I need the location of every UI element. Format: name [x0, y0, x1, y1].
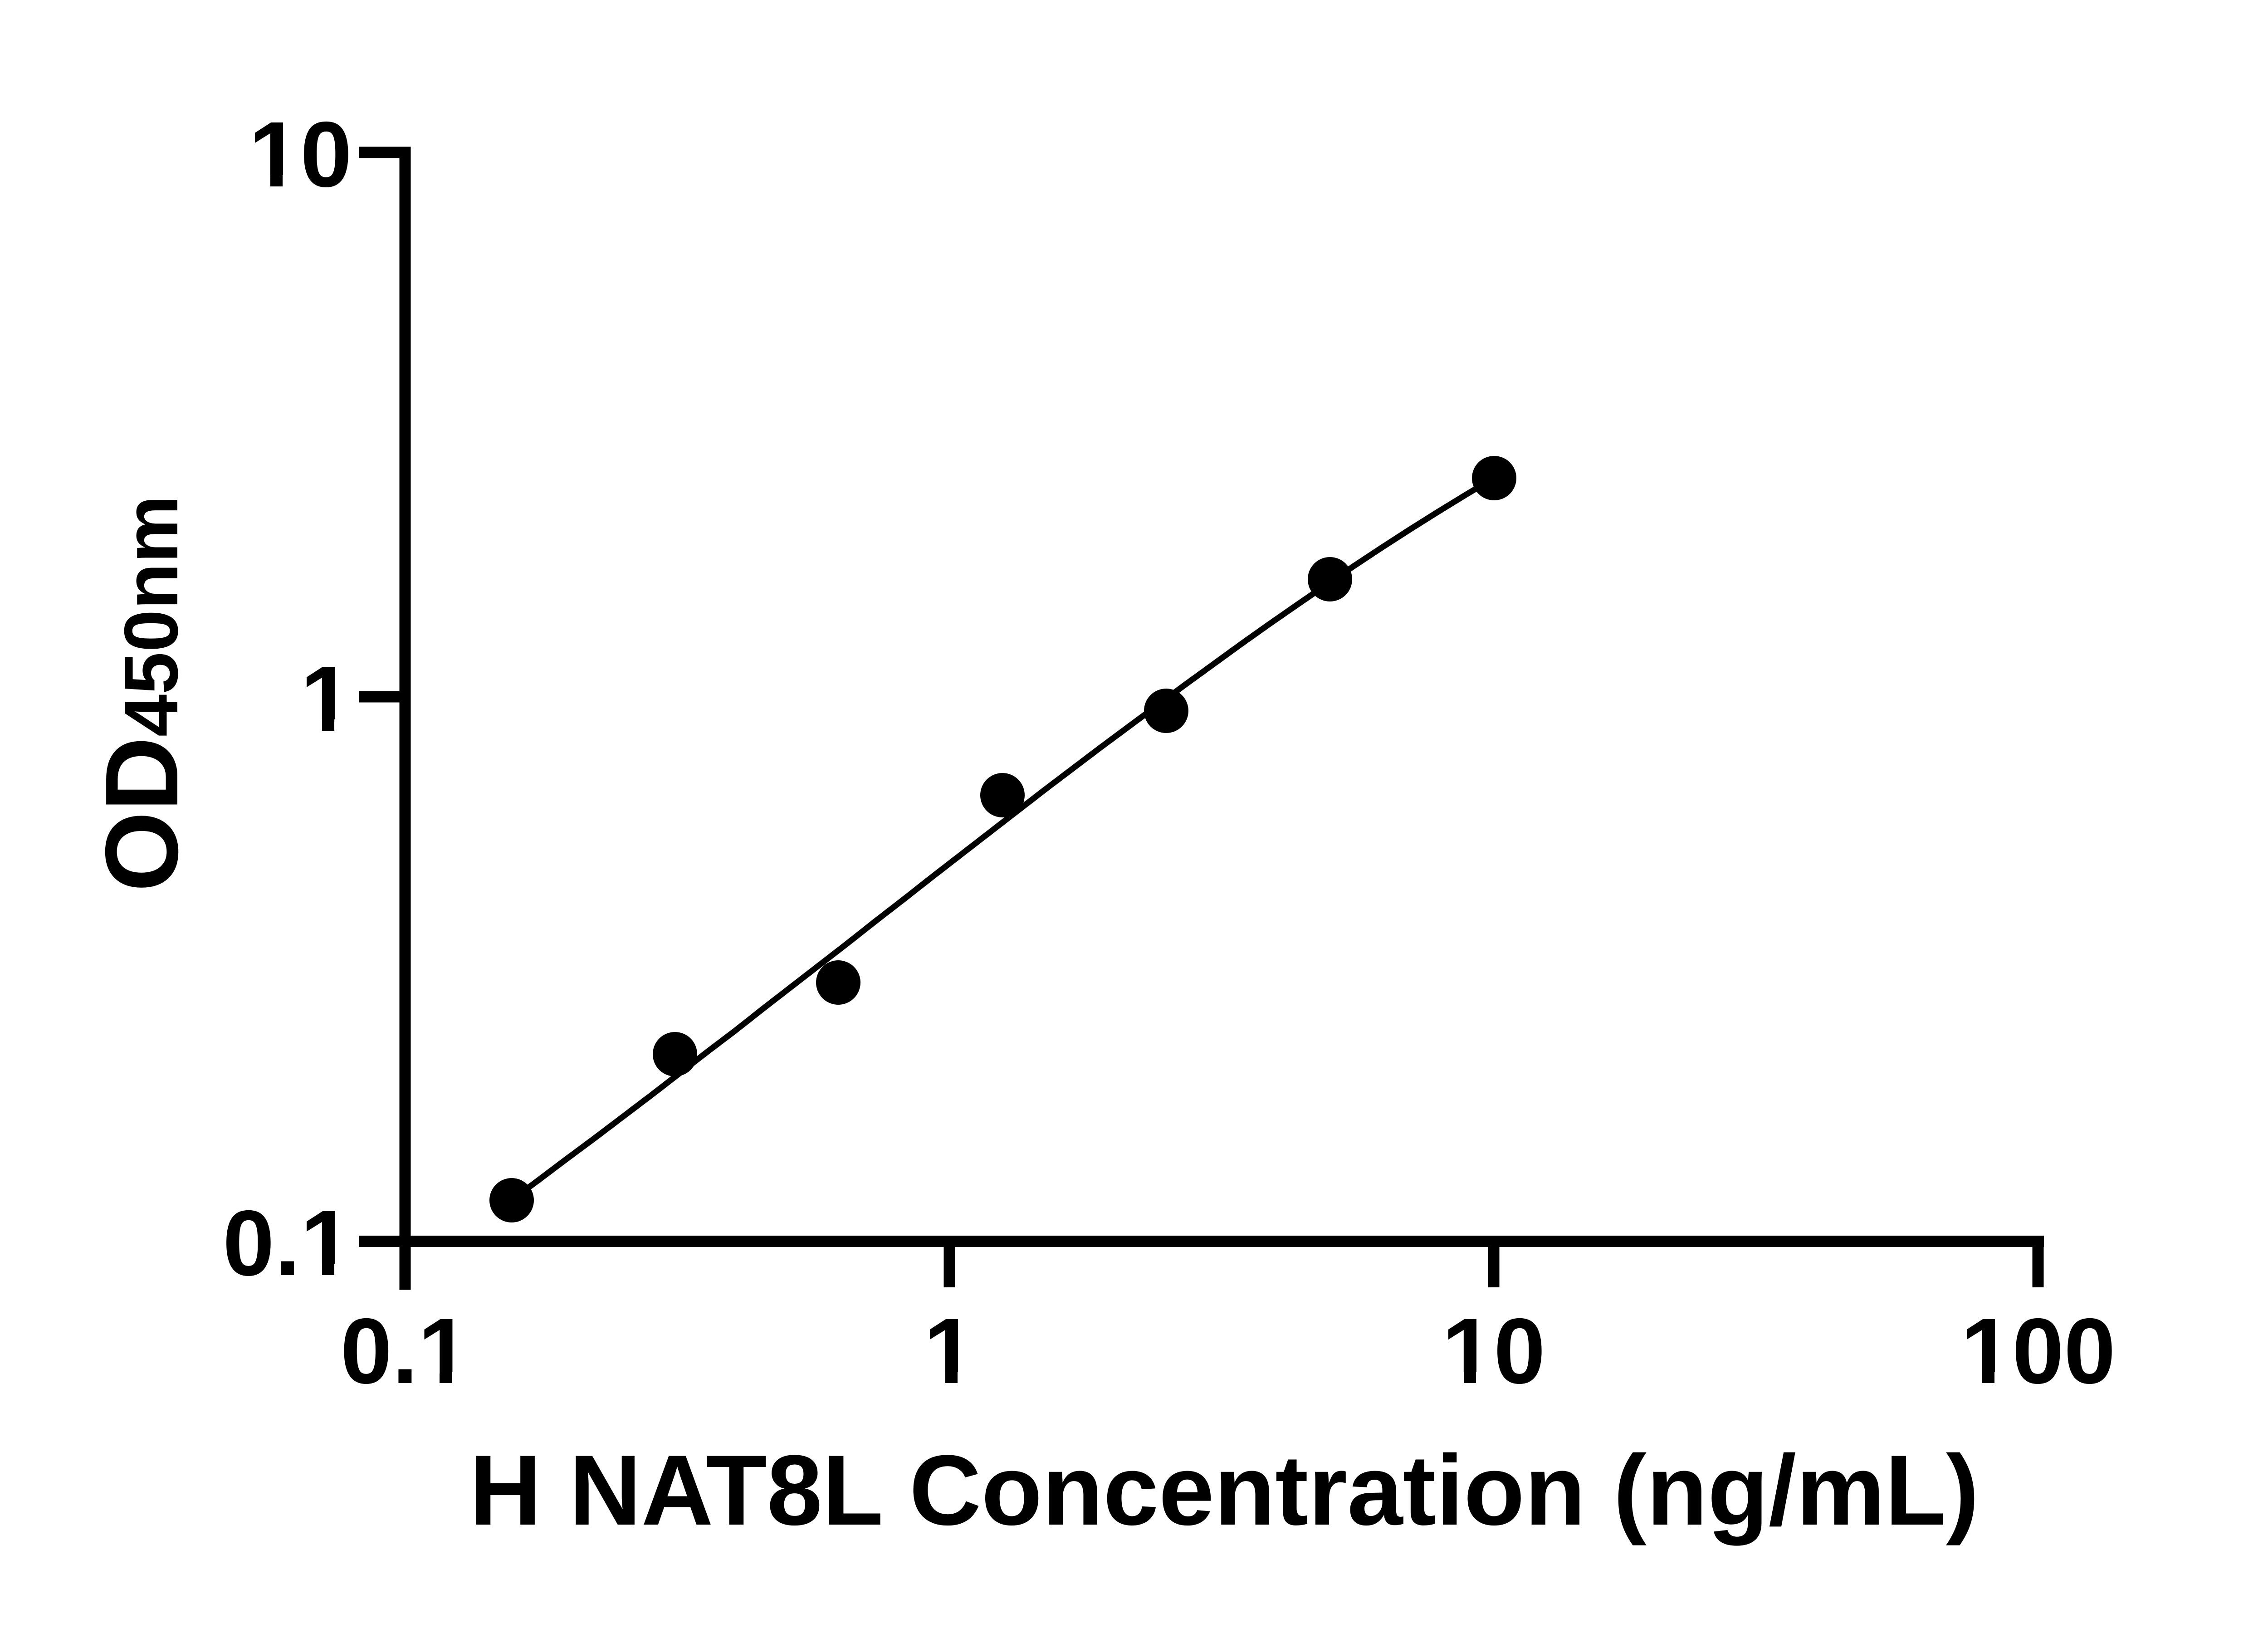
svg-text:10: 10 [249, 103, 352, 206]
svg-text:10: 10 [1442, 1299, 1545, 1403]
svg-text:0.1: 0.1 [341, 1299, 470, 1403]
svg-text:1: 1 [924, 1299, 975, 1403]
svg-text:0.1: 0.1 [223, 1191, 352, 1295]
svg-text:H NAT8L Concentration (ng/mL): H NAT8L Concentration (ng/mL) [469, 1434, 1979, 1546]
svg-text:OD450nm: OD450nm [84, 495, 200, 892]
svg-text:100: 100 [1960, 1299, 2116, 1403]
svg-text:1: 1 [300, 647, 352, 751]
